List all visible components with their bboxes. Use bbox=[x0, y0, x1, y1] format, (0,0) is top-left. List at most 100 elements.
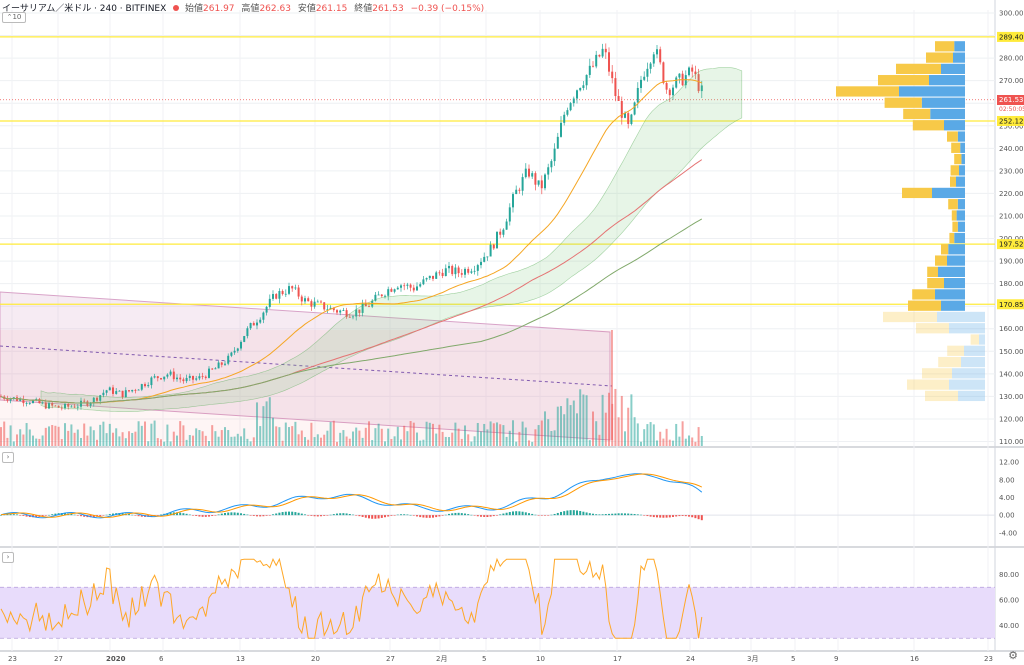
volume-bar bbox=[454, 422, 457, 446]
macd-histogram-bar bbox=[393, 515, 396, 516]
macd-histogram-bar bbox=[195, 515, 198, 516]
volume-bar bbox=[320, 437, 322, 446]
channel-midline bbox=[0, 345, 613, 387]
macd-histogram-bar bbox=[374, 515, 377, 519]
volume-bar bbox=[371, 440, 374, 446]
macd-histogram-bar bbox=[371, 515, 374, 519]
indicators-toggle-button[interactable]: ⌃10 bbox=[2, 12, 26, 23]
volume-bar bbox=[649, 422, 652, 446]
volume-bar bbox=[537, 425, 540, 446]
candle-body bbox=[153, 376, 156, 378]
candle-body bbox=[345, 310, 348, 317]
candle-body bbox=[566, 110, 569, 115]
volume-bar bbox=[28, 429, 31, 446]
volume-bar bbox=[406, 431, 409, 446]
candle-body bbox=[19, 398, 22, 401]
macd-histogram-bar bbox=[336, 513, 338, 516]
volume-profile-prev-buy-bar bbox=[949, 323, 985, 334]
candle-body bbox=[265, 306, 268, 313]
volume-bar bbox=[486, 429, 489, 446]
macd-histogram-bar bbox=[633, 514, 636, 516]
macd-histogram-bar bbox=[454, 512, 457, 516]
volume-bar bbox=[105, 433, 108, 446]
macd-pane-toggle-button[interactable]: › bbox=[2, 452, 14, 463]
volume-bar bbox=[611, 403, 614, 446]
macd-histogram-bar bbox=[678, 515, 681, 517]
candle-body bbox=[316, 301, 319, 303]
key-level-label: 289.40 bbox=[999, 33, 1024, 41]
macd-histogram-bar bbox=[460, 513, 463, 516]
symbol-title[interactable]: イーサリアム／米ドル · 240 · BITFINEX bbox=[2, 4, 167, 14]
candle-body bbox=[409, 284, 412, 288]
macd-histogram-bar bbox=[432, 515, 434, 518]
candle-body bbox=[67, 403, 70, 407]
volume-bar bbox=[620, 395, 623, 446]
macd-histogram-bar bbox=[380, 515, 383, 518]
rsi-pane-toggle-button[interactable]: › bbox=[2, 552, 14, 563]
candle-body bbox=[51, 403, 54, 406]
volume-profile-buy-bar bbox=[941, 300, 965, 311]
volume-bar bbox=[310, 422, 313, 446]
candle-body bbox=[633, 102, 636, 115]
volume-bar bbox=[630, 394, 633, 446]
volume-profile-sell-bar bbox=[954, 153, 962, 165]
change-value: −0.39 (−0.15%) bbox=[410, 4, 485, 14]
time-tick-label: 9 bbox=[834, 655, 838, 663]
macd-histogram-bar bbox=[512, 511, 514, 516]
macd-histogram-bar bbox=[553, 513, 556, 516]
volume-bar bbox=[188, 435, 191, 446]
macd-histogram-bar bbox=[131, 514, 134, 516]
candle-body bbox=[268, 298, 271, 307]
volume-profile-sell-bar bbox=[951, 210, 957, 221]
macd-histogram-bar bbox=[339, 513, 342, 516]
volume-bar bbox=[662, 438, 665, 446]
candle-body bbox=[630, 114, 633, 124]
candle-body bbox=[518, 189, 521, 191]
volume-bar bbox=[361, 437, 364, 446]
macd-histogram-bar bbox=[105, 514, 108, 516]
candle-body bbox=[291, 286, 294, 289]
macd-histogram-bar bbox=[438, 515, 441, 517]
candle-body bbox=[48, 403, 50, 409]
volume-bar bbox=[275, 426, 278, 446]
status-dot bbox=[173, 5, 180, 11]
volume-bar bbox=[652, 424, 655, 446]
macd-histogram-bar bbox=[467, 514, 470, 516]
gear-icon[interactable]: ⚙ bbox=[1008, 649, 1018, 662]
candle-body bbox=[464, 268, 466, 275]
candle-body bbox=[672, 87, 674, 96]
macd-histogram-bar bbox=[0, 515, 2, 516]
volume-profile-sell-bar bbox=[948, 199, 958, 210]
candle-body bbox=[361, 303, 364, 313]
volume-profile-sell-bar bbox=[884, 97, 922, 108]
time-tick-label: 16 bbox=[910, 655, 919, 663]
volume-bar bbox=[675, 423, 678, 446]
candle-body bbox=[86, 401, 89, 406]
volume-bar bbox=[569, 405, 572, 446]
volume-bar bbox=[624, 431, 626, 446]
volume-bar bbox=[57, 426, 60, 446]
volume-bar bbox=[259, 426, 262, 446]
macd-histogram-bar bbox=[179, 512, 182, 516]
macd-histogram-bar bbox=[73, 514, 76, 516]
candle-body bbox=[697, 74, 700, 92]
candle-body bbox=[502, 229, 505, 235]
candle-body bbox=[99, 395, 102, 401]
candle-body bbox=[473, 270, 476, 272]
rsi-line bbox=[0, 557, 703, 639]
ichimoku-cloud bbox=[40, 67, 743, 412]
candle-body bbox=[400, 285, 402, 288]
macd-histogram-bar bbox=[518, 511, 521, 516]
candle-body bbox=[387, 289, 390, 296]
volume-bar bbox=[492, 423, 495, 446]
price-tick-label: 130.00 bbox=[999, 393, 1024, 401]
volume-bar bbox=[185, 439, 188, 446]
volume-bar bbox=[22, 434, 25, 446]
volume-bar bbox=[233, 436, 236, 446]
candle-body bbox=[368, 306, 370, 308]
volume-bar bbox=[483, 423, 486, 446]
macd-histogram-bar bbox=[256, 515, 258, 517]
candle-body bbox=[595, 54, 598, 67]
volume-profile-prev-sell-bar bbox=[907, 379, 949, 390]
